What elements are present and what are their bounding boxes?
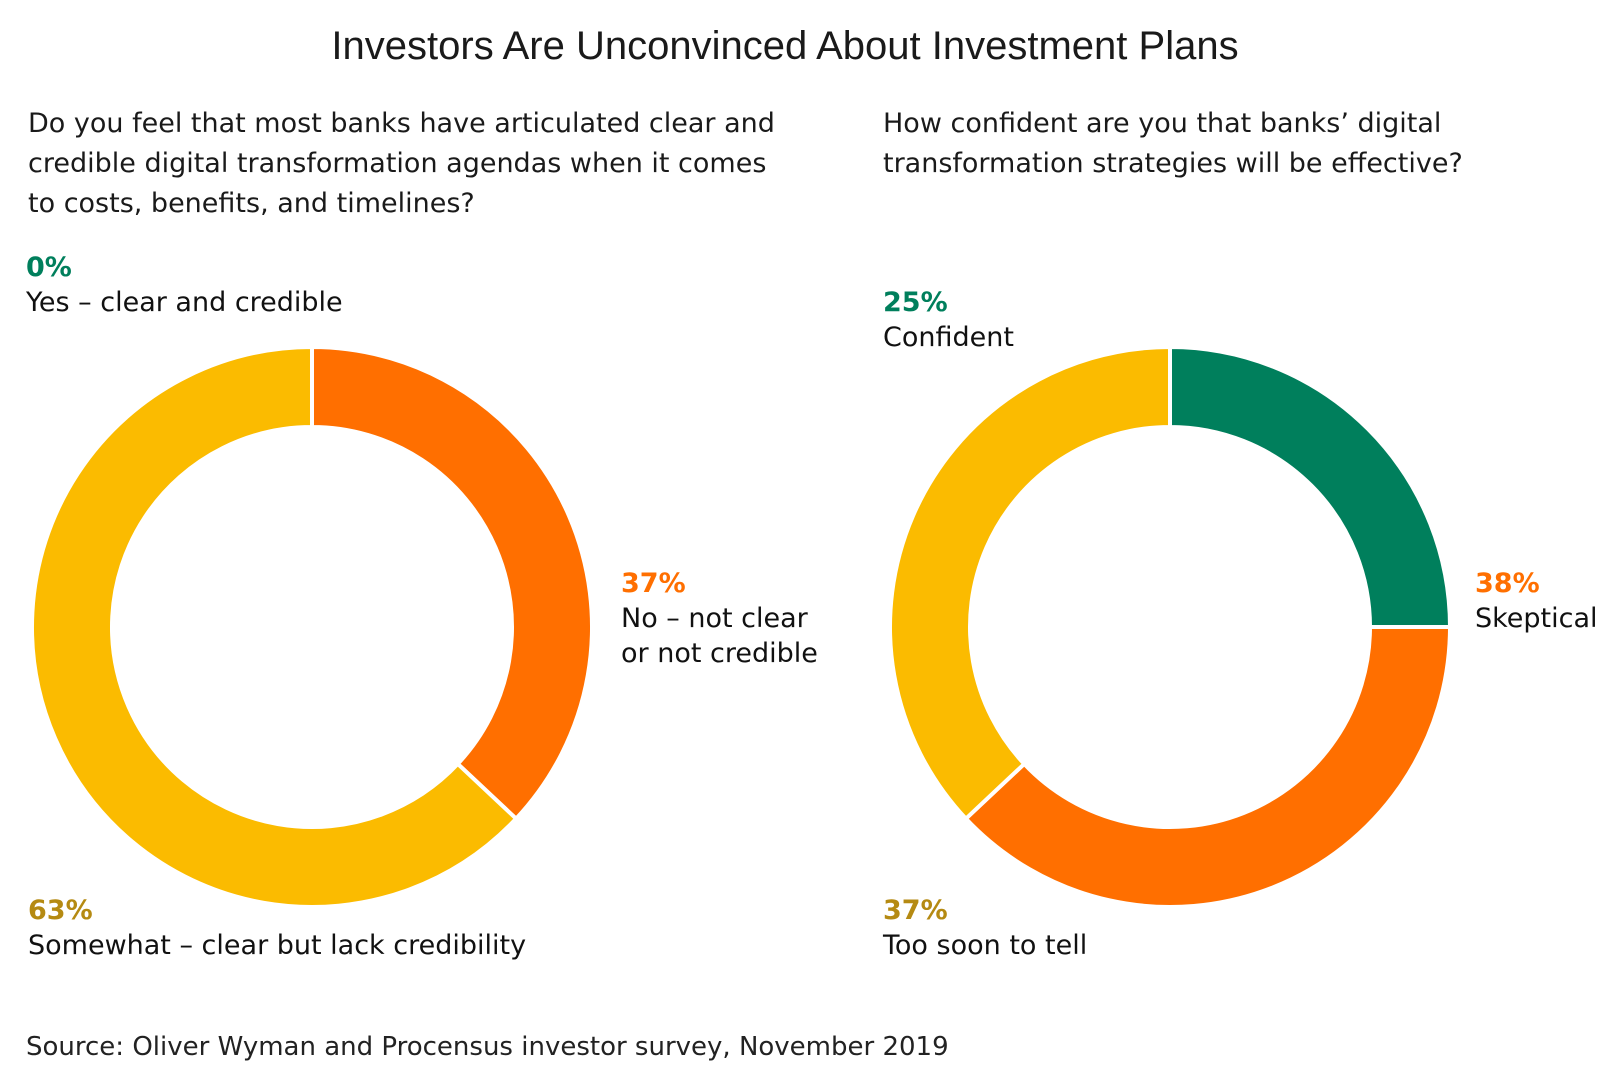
left-label-somewhat-value: 63%: [28, 895, 93, 926]
right-label-confident: 25% Confident: [883, 285, 1014, 355]
left-label-no: 37% No – not clear or not credible: [621, 566, 818, 671]
right-donut: [888, 344, 1453, 909]
slice-no: [310, 344, 594, 822]
source-note: Source: Oliver Wyman and Procensus inves…: [26, 1032, 949, 1062]
slice-somewhat: [30, 344, 519, 909]
slice-confident: [1168, 344, 1453, 629]
left-donut: [30, 344, 594, 909]
right-label-confident-value: 25%: [883, 287, 948, 318]
left-label-yes-value: 0%: [26, 252, 72, 283]
left-label-somewhat-text: Somewhat – clear but lack credibility: [28, 930, 527, 961]
chart-title: Investors Are Unconvinced About Investme…: [331, 24, 1239, 68]
right-label-skeptical-text: Skeptical: [1475, 603, 1598, 634]
left-label-no-text-line2: or not credible: [621, 638, 818, 669]
right-chart-question: How confident are you that banks’ digita…: [883, 108, 1463, 179]
right-label-confident-text: Confident: [883, 322, 1014, 353]
right-label-skeptical: 38% Skeptical: [1475, 566, 1598, 636]
left-label-yes-text: Yes – clear and credible: [26, 287, 343, 318]
left-label-no-value: 37%: [621, 568, 686, 599]
right-label-too-soon-text: Too soon to tell: [883, 930, 1088, 961]
left-label-no-text-line1: No – not clear: [621, 603, 808, 634]
right-label-too-soon: 37% Too soon to tell: [883, 893, 1087, 963]
left-label-yes: 0% Yes – clear and credible: [26, 250, 343, 320]
slice-skeptical: [963, 625, 1453, 909]
right-label-skeptical-value: 38%: [1475, 568, 1540, 599]
left-chart-question: Do you feel that most banks have articul…: [28, 108, 775, 219]
slice-too-soon: [888, 344, 1172, 822]
left-label-somewhat: 63% Somewhat – clear but lack credibilit…: [28, 893, 526, 963]
right-label-too-soon-value: 37%: [883, 895, 948, 926]
